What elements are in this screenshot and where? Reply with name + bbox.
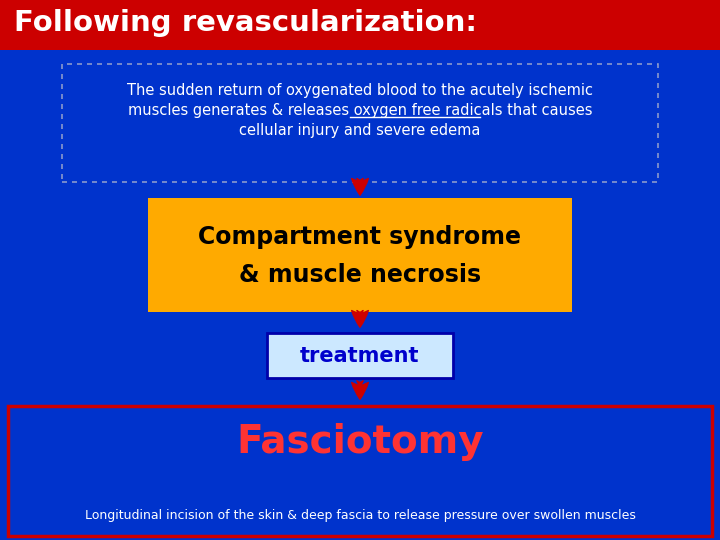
Text: Following revascularization:: Following revascularization: [14,9,477,37]
FancyBboxPatch shape [148,198,572,312]
Text: & muscle necrosis: & muscle necrosis [239,263,481,287]
Text: Fasciotomy: Fasciotomy [236,423,484,461]
Text: Longitudinal incision of the skin & deep fascia to release pressure over swollen: Longitudinal incision of the skin & deep… [84,510,636,523]
Text: muscles generates & releases oxygen free radicals that causes: muscles generates & releases oxygen free… [127,103,593,118]
FancyBboxPatch shape [267,333,453,378]
Text: treatment: treatment [300,346,420,366]
FancyBboxPatch shape [0,0,720,50]
Text: Compartment syndrome: Compartment syndrome [199,225,521,249]
FancyBboxPatch shape [8,406,712,536]
Text: cellular injury and severe edema: cellular injury and severe edema [239,123,481,138]
FancyBboxPatch shape [62,64,658,182]
Text: The sudden return of oxygenated blood to the acutely ischemic: The sudden return of oxygenated blood to… [127,83,593,98]
